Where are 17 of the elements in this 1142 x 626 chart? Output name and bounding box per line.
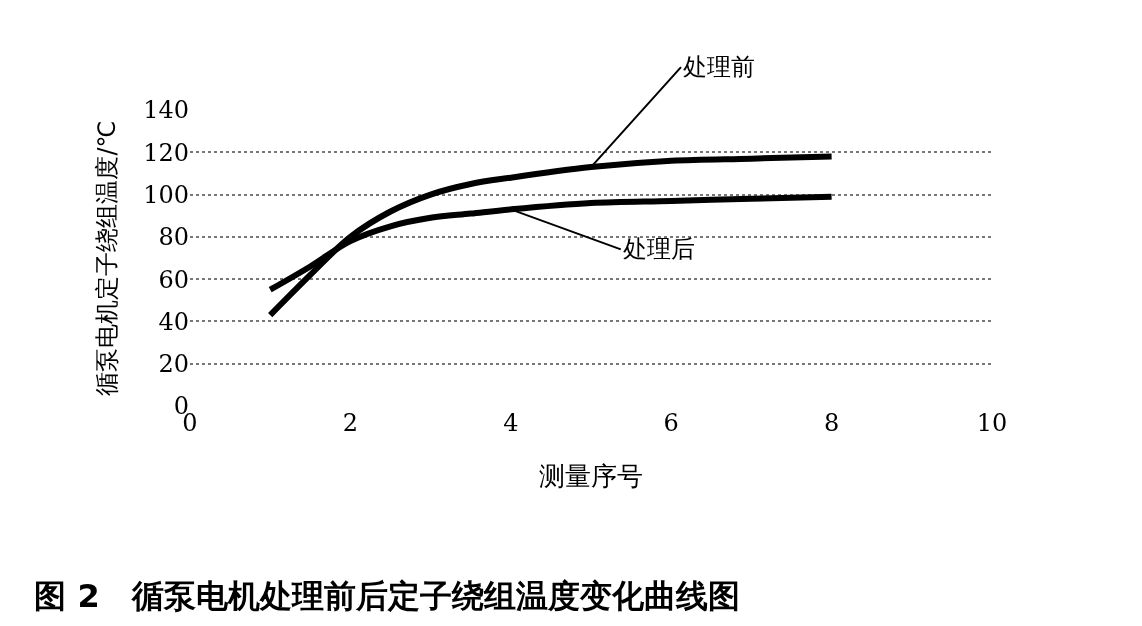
y-tick-label: 140: [143, 96, 189, 125]
y-tick-label: 80: [158, 223, 189, 252]
y-tick-label: 120: [143, 138, 189, 167]
y-tick-label: 60: [158, 265, 189, 294]
x-tick-label: 10: [976, 409, 1008, 437]
x-tick-label: 2: [342, 409, 359, 437]
y-tick-label: 20: [158, 350, 189, 379]
y-axis-title: 循泵电机定子绕组温度/℃: [93, 120, 122, 396]
text: 处理前: [683, 53, 755, 81]
text: 图 2 循泵电机处理前后定子绕组温度变化曲线图: [34, 577, 740, 616]
x-axis-title: 测量序号: [539, 460, 643, 491]
x-tick-label: 6: [663, 409, 679, 437]
x-tick-label: 8: [823, 409, 840, 437]
x-tick-label: 4: [503, 409, 519, 437]
series-label: 处理后: [623, 235, 695, 263]
y-tick-label: 40: [158, 307, 189, 336]
y-tick-label: 100: [143, 180, 189, 209]
